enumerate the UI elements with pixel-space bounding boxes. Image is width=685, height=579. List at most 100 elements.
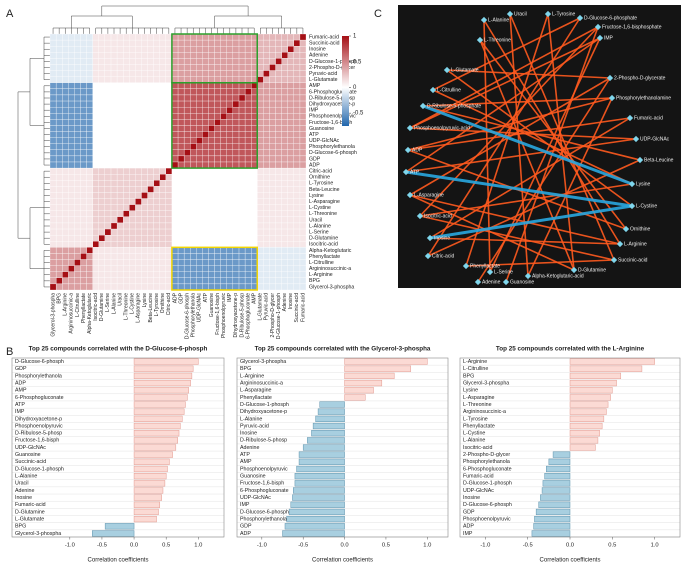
heatmap-cell <box>55 186 63 193</box>
heatmap-cell <box>147 125 154 132</box>
heatmap-cell <box>263 234 270 242</box>
heatmap-cell <box>244 228 252 236</box>
heatmap-cell <box>122 76 130 83</box>
heatmap-cell <box>98 210 106 218</box>
heatmap-cell <box>269 64 276 71</box>
heatmap-cell <box>226 210 234 218</box>
heatmap-cell <box>183 186 191 193</box>
heatmap-cell <box>104 94 112 102</box>
heatmap-cell <box>55 222 63 230</box>
heatmap-cell <box>135 149 142 157</box>
heatmap-cell <box>159 149 166 157</box>
heatmap-cell <box>238 204 246 211</box>
heatmap-cell <box>293 155 301 163</box>
heatmap-cell <box>153 161 160 169</box>
heatmap-cell <box>299 228 307 236</box>
heatmap-cell <box>226 137 234 144</box>
heatmap-cell <box>232 125 240 132</box>
heatmap-cell <box>269 259 276 266</box>
heatmap-cell <box>141 39 148 47</box>
heatmap-cell <box>55 167 63 175</box>
heatmap-cell <box>116 198 124 205</box>
heatmap-cell <box>269 155 276 163</box>
heatmap-cell <box>202 58 209 65</box>
heatmap-cell <box>98 180 106 187</box>
heatmap-cell <box>220 161 227 169</box>
heatmap-cell <box>116 70 124 77</box>
bar <box>294 473 345 480</box>
heatmap-cell <box>281 113 288 120</box>
heatmap-cell <box>135 113 142 120</box>
heatmap-cell <box>74 125 81 132</box>
heatmap-cell <box>275 253 282 260</box>
heatmap-cell <box>214 46 221 53</box>
heatmap-cell <box>177 192 185 199</box>
heatmap-cell <box>183 113 191 120</box>
node-label: D-Glutamine <box>578 267 606 273</box>
node <box>502 278 510 286</box>
heatmap-cell <box>275 100 282 108</box>
heatmap-cell <box>269 70 276 77</box>
heatmap-cell <box>226 119 234 126</box>
heatmap-cell <box>293 204 301 211</box>
heatmap-cell <box>196 106 203 114</box>
heatmap-cell <box>80 247 87 254</box>
node-label: L-Alanine <box>488 17 509 23</box>
heatmap-cell <box>214 277 221 285</box>
heatmap-cell <box>104 216 112 224</box>
heatmap-cell <box>196 210 203 218</box>
category-label: IMP <box>240 502 250 508</box>
heatmap-cell <box>275 222 282 230</box>
heatmap-cell <box>98 247 106 254</box>
heatmap-cell <box>226 70 234 77</box>
heatmap-cell <box>226 125 234 132</box>
heatmap-cell <box>190 70 197 77</box>
heatmap-cell <box>159 167 166 175</box>
heatmap-cell <box>214 106 221 114</box>
heatmap-cell <box>104 259 112 266</box>
heatmap-cell <box>165 125 173 132</box>
category-label: D-Ribulose-5-phosp <box>15 431 62 437</box>
row-label: Argininosuccinic-a <box>309 266 351 272</box>
heatmap-cell <box>238 131 246 138</box>
heatmap-cell <box>250 271 258 278</box>
heatmap-cell <box>208 259 215 266</box>
heatmap-cell <box>49 64 57 71</box>
edge <box>427 159 641 257</box>
heatmap-cell <box>250 174 258 181</box>
heatmap-cell <box>153 265 160 272</box>
heatmap-cell <box>281 131 288 138</box>
heatmap-cell <box>122 131 130 138</box>
heatmap-cell <box>269 180 276 187</box>
heatmap-cell <box>190 222 197 230</box>
heatmap-cell <box>116 247 124 254</box>
heatmap-cell <box>147 46 154 53</box>
heatmap-cell <box>238 247 246 254</box>
heatmap-cell <box>281 94 288 102</box>
heatmap-cell <box>287 94 294 102</box>
bar <box>569 444 596 451</box>
heatmap-cell <box>208 46 215 53</box>
heatmap-cell <box>208 113 215 120</box>
heatmap-cell <box>62 253 69 260</box>
node-label: L-Serine <box>494 269 513 275</box>
heatmap-cell <box>55 180 63 187</box>
category-label: Dihydroxyacetone-p <box>240 409 287 415</box>
category-label: IMP <box>15 409 25 415</box>
heatmap-cell <box>141 94 148 102</box>
heatmap-cell <box>80 234 87 242</box>
heatmap-cell <box>183 228 191 236</box>
heatmap-cell <box>165 277 173 285</box>
heatmap-cell <box>250 241 258 248</box>
row-label: Fumaric-acid <box>309 34 339 40</box>
heatmap-cell <box>159 131 166 138</box>
edge <box>419 26 599 217</box>
heatmap-cell <box>257 265 264 272</box>
heatmap-cell <box>129 253 136 260</box>
heatmap-cell <box>86 70 93 77</box>
column-label: AMP <box>252 292 258 304</box>
heatmap-cell <box>68 155 75 163</box>
heatmap-cell <box>196 113 203 120</box>
heatmap-cell <box>55 210 63 218</box>
heatmap-cell <box>214 39 221 47</box>
